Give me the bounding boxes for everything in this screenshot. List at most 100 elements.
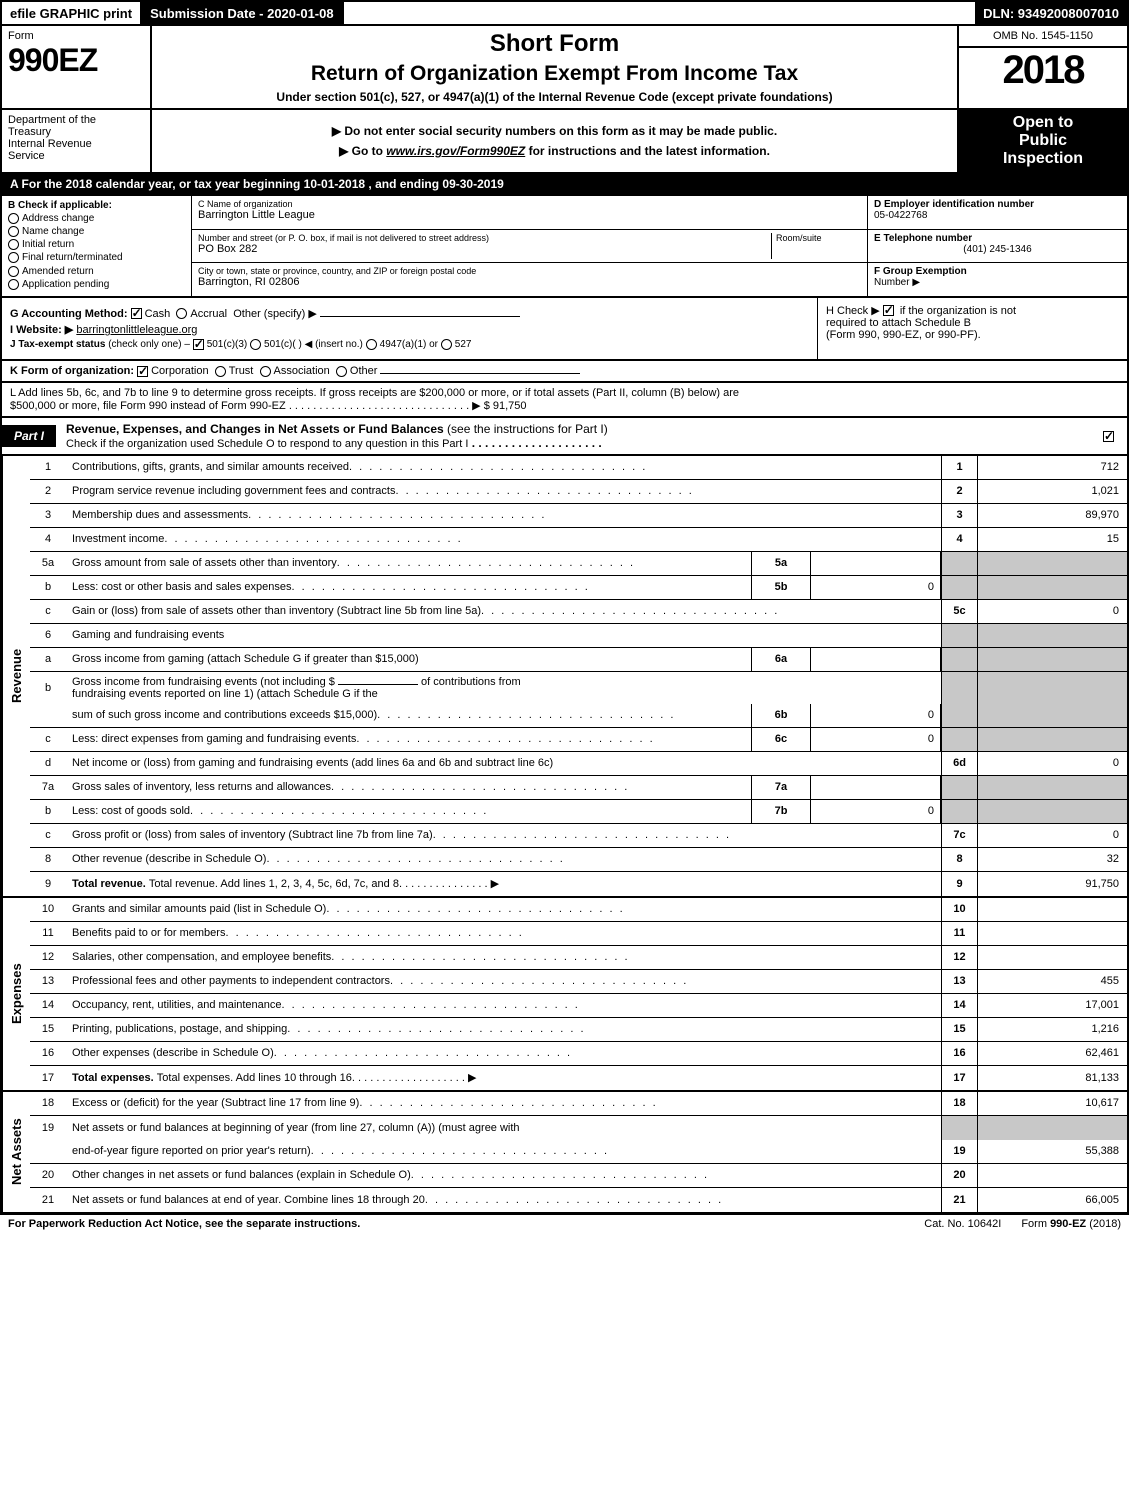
dln: DLN: 93492008007010	[975, 2, 1127, 24]
revenue-table: Revenue 1 Contributions, gifts, grants, …	[0, 456, 1129, 898]
chk-final-return[interactable]: Final return/terminated	[8, 252, 185, 263]
val-5c: 0	[977, 600, 1127, 623]
part-i-checkbox-cell	[1093, 425, 1127, 447]
row-2: 2 Program service revenue including gove…	[30, 480, 1127, 504]
row-12: 12 Salaries, other compensation, and emp…	[30, 946, 1127, 970]
row-13: 13 Professional fees and other payments …	[30, 970, 1127, 994]
form-number-cell: Form 990EZ	[2, 26, 152, 108]
dept-line1: Department of the	[8, 114, 144, 126]
org-name-label: C Name of organization	[198, 199, 861, 209]
period-end: 09-30-2019	[442, 177, 503, 191]
website-value[interactable]: barringtonlittleleague.org	[76, 324, 197, 336]
title-return: Return of Organization Exempt From Incom…	[160, 62, 949, 86]
row-17: 17 Total expenses. Total expenses. Add l…	[30, 1066, 1127, 1090]
chk-schedule-o-part-i[interactable]	[1103, 431, 1114, 442]
val-20	[977, 1164, 1127, 1187]
form-word: Form	[8, 30, 144, 42]
line-h-text3: required to attach Schedule B	[826, 317, 971, 329]
form-title-cell: Short Form Return of Organization Exempt…	[152, 26, 957, 108]
net-assets-side-label: Net Assets	[2, 1092, 30, 1212]
chk-address-change[interactable]: Address change	[8, 213, 185, 224]
chk-trust[interactable]	[215, 366, 226, 377]
row-5a: 5a Gross amount from sale of assets othe…	[30, 552, 1127, 576]
line-h-text1: H Check ▶	[826, 305, 883, 317]
period-begin: 10-01-2018	[304, 177, 365, 191]
line-k: K Form of organization: Corporation Trus…	[0, 361, 1129, 383]
box-d: D Employer identification number 05-0422…	[868, 196, 1127, 230]
val-7c: 0	[977, 824, 1127, 847]
part-i-title-note: (see the instructions for Part I)	[447, 422, 608, 436]
row-8: 8 Other revenue (describe in Schedule O)…	[30, 848, 1127, 872]
dept-line2: Treasury	[8, 126, 144, 138]
open-line2: Public	[963, 132, 1123, 150]
row-5c: c Gain or (loss) from sale of assets oth…	[30, 600, 1127, 624]
line-h-text4: (Form 990, 990-EZ, or 990-PF).	[826, 329, 981, 341]
row-11: 11 Benefits paid to or for members 11	[30, 922, 1127, 946]
open-line1: Open to	[963, 114, 1123, 132]
period-mid: , and ending	[368, 177, 442, 191]
row-21: 21 Net assets or fund balances at end of…	[30, 1188, 1127, 1212]
row-9: 9 Total revenue. Total revenue. Add line…	[30, 872, 1127, 896]
row-6c: c Less: direct expenses from gaming and …	[30, 728, 1127, 752]
val-6d: 0	[977, 752, 1127, 775]
net-assets-table: Net Assets 18 Excess or (deficit) for th…	[0, 1092, 1129, 1214]
chk-amended-return[interactable]: Amended return	[8, 266, 185, 277]
box-f: F Group Exemption Number ▶	[868, 263, 1127, 296]
chk-501c3[interactable]	[193, 339, 204, 350]
row-14: 14 Occupancy, rent, utilities, and maint…	[30, 994, 1127, 1018]
chk-501c[interactable]	[250, 339, 261, 350]
chk-accrual[interactable]	[176, 308, 187, 319]
footer-form-ref: Form 990-EZ (2018)	[1021, 1218, 1121, 1230]
row-1: 1 Contributions, gifts, grants, and simi…	[30, 456, 1127, 480]
part-i-check-text: Check if the organization used Schedule …	[66, 438, 468, 450]
phone-value: (401) 245-1346	[874, 244, 1121, 255]
chk-cash[interactable]	[131, 308, 142, 319]
open-line3: Inspection	[963, 150, 1123, 168]
line-j-label: J Tax-exempt status	[10, 339, 105, 350]
line-h: H Check ▶ if the organization is not req…	[817, 298, 1127, 359]
row-6a: a Gross income from gaming (attach Sched…	[30, 648, 1127, 672]
box-def: D Employer identification number 05-0422…	[867, 196, 1127, 296]
line-l: L Add lines 5b, 6c, and 7b to line 9 to …	[0, 383, 1129, 418]
title-short-form: Short Form	[160, 30, 949, 58]
ein-value: 05-0422768	[874, 210, 1121, 221]
row-5b: b Less: cost or other basis and sales ex…	[30, 576, 1127, 600]
chk-name-change[interactable]: Name change	[8, 226, 185, 237]
val-17: 81,133	[977, 1066, 1127, 1090]
val-9: 91,750	[977, 872, 1127, 896]
chk-application-pending[interactable]: Application pending	[8, 279, 185, 290]
footer-catalog: Cat. No. 10642I	[904, 1218, 1021, 1230]
form-header: Form 990EZ Short Form Return of Organiza…	[0, 26, 1129, 110]
efile-label[interactable]: efile GRAPHIC print	[2, 2, 142, 24]
row-4: 4 Investment income 4 15	[30, 528, 1127, 552]
row-7c: c Gross profit or (loss) from sales of i…	[30, 824, 1127, 848]
val-16: 62,461	[977, 1042, 1127, 1065]
line-k-label: K Form of organization:	[10, 365, 134, 377]
org-city-value: Barrington, RI 02806	[198, 276, 861, 288]
chk-association[interactable]	[260, 366, 271, 377]
row-6b-2: sum of such gross income and contributio…	[30, 704, 1127, 728]
line-g-other: Other (specify) ▶	[233, 308, 317, 320]
chk-schedule-b[interactable]	[883, 305, 894, 316]
org-street-row: Number and street (or P. O. box, if mail…	[192, 230, 867, 264]
org-name-value: Barrington Little League	[198, 209, 861, 221]
entity-info-grid: B Check if applicable: Address change Na…	[0, 196, 1129, 298]
chk-other-org[interactable]	[336, 366, 347, 377]
val-18: 10,617	[977, 1092, 1127, 1115]
val-10	[977, 898, 1127, 921]
chk-527[interactable]	[441, 339, 452, 350]
dept-line3: Internal Revenue	[8, 138, 144, 150]
val-19: 55,388	[977, 1140, 1127, 1163]
part-i-title-wrap: Revenue, Expenses, and Changes in Net As…	[56, 418, 1093, 454]
line-l-text1: L Add lines 5b, 6c, and 7b to line 9 to …	[10, 387, 739, 399]
irs-link[interactable]: www.irs.gov/Form990EZ	[386, 144, 525, 158]
org-name-row: C Name of organization Barrington Little…	[192, 196, 867, 230]
top-bar: efile GRAPHIC print Submission Date - 20…	[0, 0, 1129, 26]
box-b-label: B Check if applicable:	[8, 200, 185, 211]
ein-label: D Employer identification number	[874, 199, 1121, 210]
chk-corporation[interactable]	[137, 366, 148, 377]
chk-4947[interactable]	[366, 339, 377, 350]
row-7b: b Less: cost of goods sold 7b 0	[30, 800, 1127, 824]
chk-initial-return[interactable]: Initial return	[8, 239, 185, 250]
page-footer: For Paperwork Reduction Act Notice, see …	[0, 1214, 1129, 1233]
